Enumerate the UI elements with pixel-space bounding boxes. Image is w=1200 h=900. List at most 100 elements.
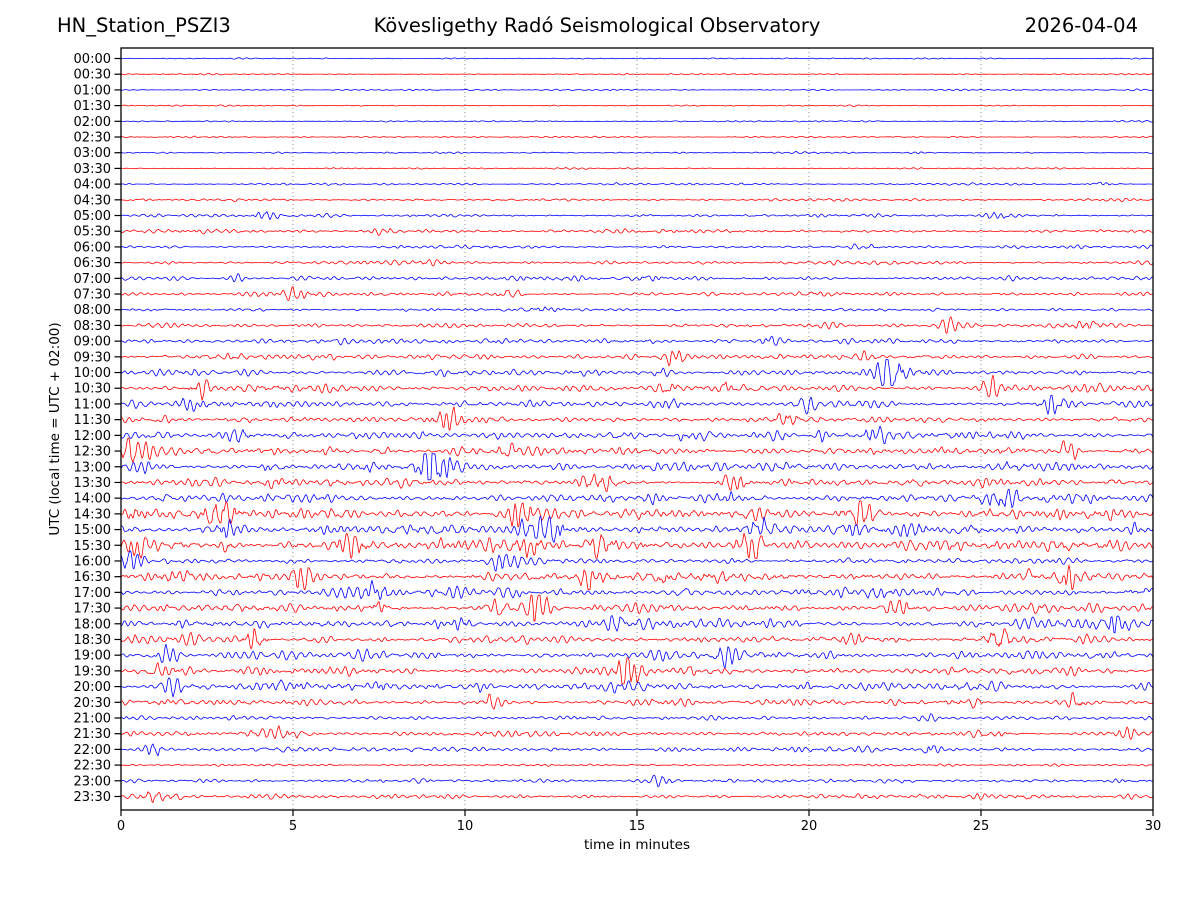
- seismo-trace-0700: [120, 273, 1154, 283]
- row-label-0930: 09:30: [74, 350, 111, 365]
- row-label-0700: 07:00: [74, 272, 111, 287]
- plot-frame: [120, 47, 1154, 811]
- row-label-1200: 12:00: [74, 429, 111, 444]
- row-label-1730: 17:30: [74, 602, 111, 617]
- row-label-2200: 22:00: [74, 743, 111, 758]
- seismo-trace-0430: [120, 197, 1154, 203]
- row-label-1900: 19:00: [74, 649, 111, 664]
- row-label-1500: 15:00: [74, 523, 111, 538]
- x-tick-label-20: 20: [801, 819, 818, 834]
- seismo-trace-2330: [120, 791, 1154, 803]
- seismo-trace-1700: [120, 580, 1154, 600]
- row-label-1400: 14:00: [74, 492, 111, 507]
- seismo-trace-1030: [120, 374, 1154, 401]
- seismo-trace-1400: [120, 488, 1154, 508]
- seismo-trace-2100: [120, 713, 1154, 722]
- seismo-trace-1800: [120, 615, 1154, 634]
- seismo-trace-2030: [120, 692, 1154, 710]
- observatory-title: Kövesligethy Radó Seismological Observat…: [373, 14, 821, 37]
- row-label-0200: 02:00: [74, 115, 111, 130]
- row-label-1300: 13:00: [74, 460, 111, 475]
- seismo-trace-2300: [120, 774, 1154, 788]
- x-axis-label: time in minutes: [583, 837, 691, 853]
- seismo-trace-0030: [120, 73, 1154, 76]
- row-label-1000: 10:00: [74, 366, 111, 381]
- row-label-2300: 23:00: [74, 774, 111, 789]
- row-label-0430: 04:30: [74, 193, 111, 208]
- row-label-0830: 08:30: [74, 319, 111, 334]
- x-tick-label-30: 30: [1145, 819, 1162, 834]
- seismo-trace-1830: [120, 628, 1154, 650]
- seismo-trace-1330: [120, 473, 1154, 492]
- seismo-trace-0230: [120, 135, 1154, 139]
- seismo-trace-0630: [121, 259, 1154, 267]
- seismo-trace-0300: [120, 151, 1154, 155]
- seismo-trace-2200: [120, 743, 1154, 757]
- row-label-1630: 16:30: [74, 570, 111, 585]
- row-label-0600: 06:00: [74, 240, 111, 255]
- row-label-2030: 20:30: [74, 696, 111, 711]
- row-label-0730: 07:30: [74, 288, 111, 303]
- row-label-1330: 13:30: [74, 476, 111, 491]
- row-label-2000: 20:00: [74, 680, 111, 695]
- seismo-trace-2130: [120, 725, 1153, 740]
- seismo-trace-1200: [120, 425, 1154, 445]
- row-label-1430: 14:30: [74, 507, 111, 522]
- row-label-0230: 02:30: [74, 131, 111, 146]
- row-label-1800: 18:00: [74, 617, 111, 632]
- seismo-trace-1530: [120, 532, 1154, 559]
- x-tick-label-10: 10: [457, 819, 474, 834]
- seismo-trace-0830: [121, 316, 1154, 334]
- seismo-trace-0500: [121, 211, 1154, 221]
- row-label-1530: 15:30: [74, 539, 111, 554]
- seismo-trace-0530: [120, 228, 1154, 236]
- row-label-0100: 01:00: [74, 83, 111, 98]
- seismo-trace-1230: [120, 437, 1154, 463]
- row-label-2330: 23:30: [74, 790, 111, 805]
- seismo-trace-1430: [120, 500, 1154, 528]
- row-label-1230: 12:30: [74, 445, 111, 460]
- seismo-trace-1900: [120, 643, 1154, 669]
- row-label-0000: 00:00: [74, 52, 111, 67]
- seismo-trace-0800: [120, 306, 1154, 313]
- seismo-trace-1300: [120, 453, 1154, 481]
- row-label-0900: 09:00: [74, 335, 111, 350]
- row-label-1600: 16:00: [74, 554, 111, 569]
- seismo-trace-1630: [120, 564, 1154, 591]
- row-label-1130: 11:30: [74, 413, 111, 428]
- seismo-trace-1930: [120, 657, 1154, 685]
- seismo-trace-0400: [120, 181, 1153, 186]
- seismo-trace-2230: [120, 763, 1154, 767]
- row-label-0630: 06:30: [74, 256, 111, 271]
- seismo-trace-0930: [120, 350, 1154, 367]
- seismo-trace-1730: [120, 594, 1154, 622]
- row-label-0400: 04:00: [74, 178, 111, 193]
- date-title: 2026-04-04: [1024, 14, 1138, 37]
- x-tick-label-5: 5: [289, 819, 297, 834]
- x-tick-label-0: 0: [117, 819, 125, 834]
- station-title: HN_Station_PSZI3: [57, 14, 231, 37]
- x-tick-label-25: 25: [973, 819, 990, 834]
- row-label-2100: 21:00: [74, 711, 111, 726]
- row-label-0030: 00:30: [74, 68, 111, 83]
- row-label-0330: 03:30: [74, 162, 111, 177]
- seismo-trace-2000: [120, 677, 1154, 698]
- seismo-trace-0730: [120, 286, 1154, 301]
- row-label-2230: 22:30: [74, 759, 111, 774]
- seismo-trace-1100: [120, 394, 1154, 415]
- seismo-trace-1130: [120, 406, 1154, 431]
- seismo-trace-0000: [121, 57, 1154, 60]
- seismo-trace-0100: [120, 88, 1154, 92]
- row-label-1700: 17:00: [74, 586, 111, 601]
- x-tick-label-15: 15: [629, 819, 646, 834]
- seismo-trace-1500: [120, 516, 1154, 543]
- seismo-trace-0200: [120, 119, 1154, 123]
- row-label-0500: 05:00: [74, 209, 111, 224]
- row-label-0300: 03:00: [74, 146, 111, 161]
- seismo-trace-1000: [120, 359, 1154, 386]
- row-label-1930: 19:30: [74, 664, 111, 679]
- row-label-1830: 18:30: [74, 633, 111, 648]
- seismo-trace-0330: [120, 167, 1153, 170]
